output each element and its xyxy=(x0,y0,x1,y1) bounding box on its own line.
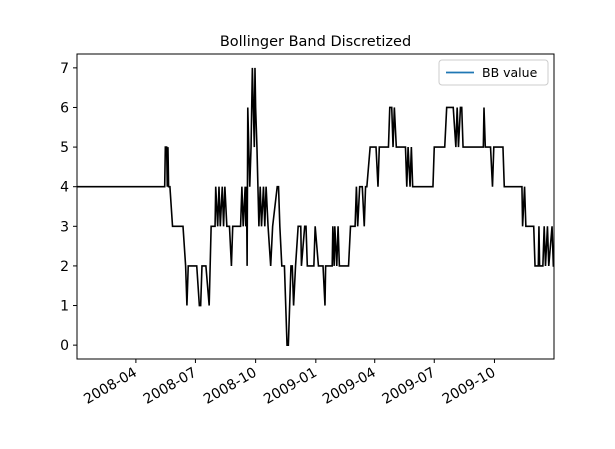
legend-box xyxy=(438,59,549,86)
y-tick-label: 2 xyxy=(60,259,69,275)
legend-label-bb-value: BB value xyxy=(482,65,538,80)
y-tick-label: 7 xyxy=(60,61,69,77)
plot-frame xyxy=(76,53,555,360)
y-tick-label: 3 xyxy=(60,219,69,235)
chart-title: Bollinger Band Discretized xyxy=(220,34,411,50)
series-line-bb-value xyxy=(77,67,555,346)
y-tick-label: 5 xyxy=(60,140,69,156)
y-tick-label: 1 xyxy=(60,299,69,315)
y-axis: 0 1 2 3 4 5 6 7 xyxy=(60,61,77,354)
legend: BB value xyxy=(438,59,549,86)
y-tick-label: 0 xyxy=(60,338,69,354)
y-tick-label: 6 xyxy=(60,100,69,116)
y-tick-label: 4 xyxy=(60,180,69,196)
plot-lines xyxy=(77,67,555,346)
